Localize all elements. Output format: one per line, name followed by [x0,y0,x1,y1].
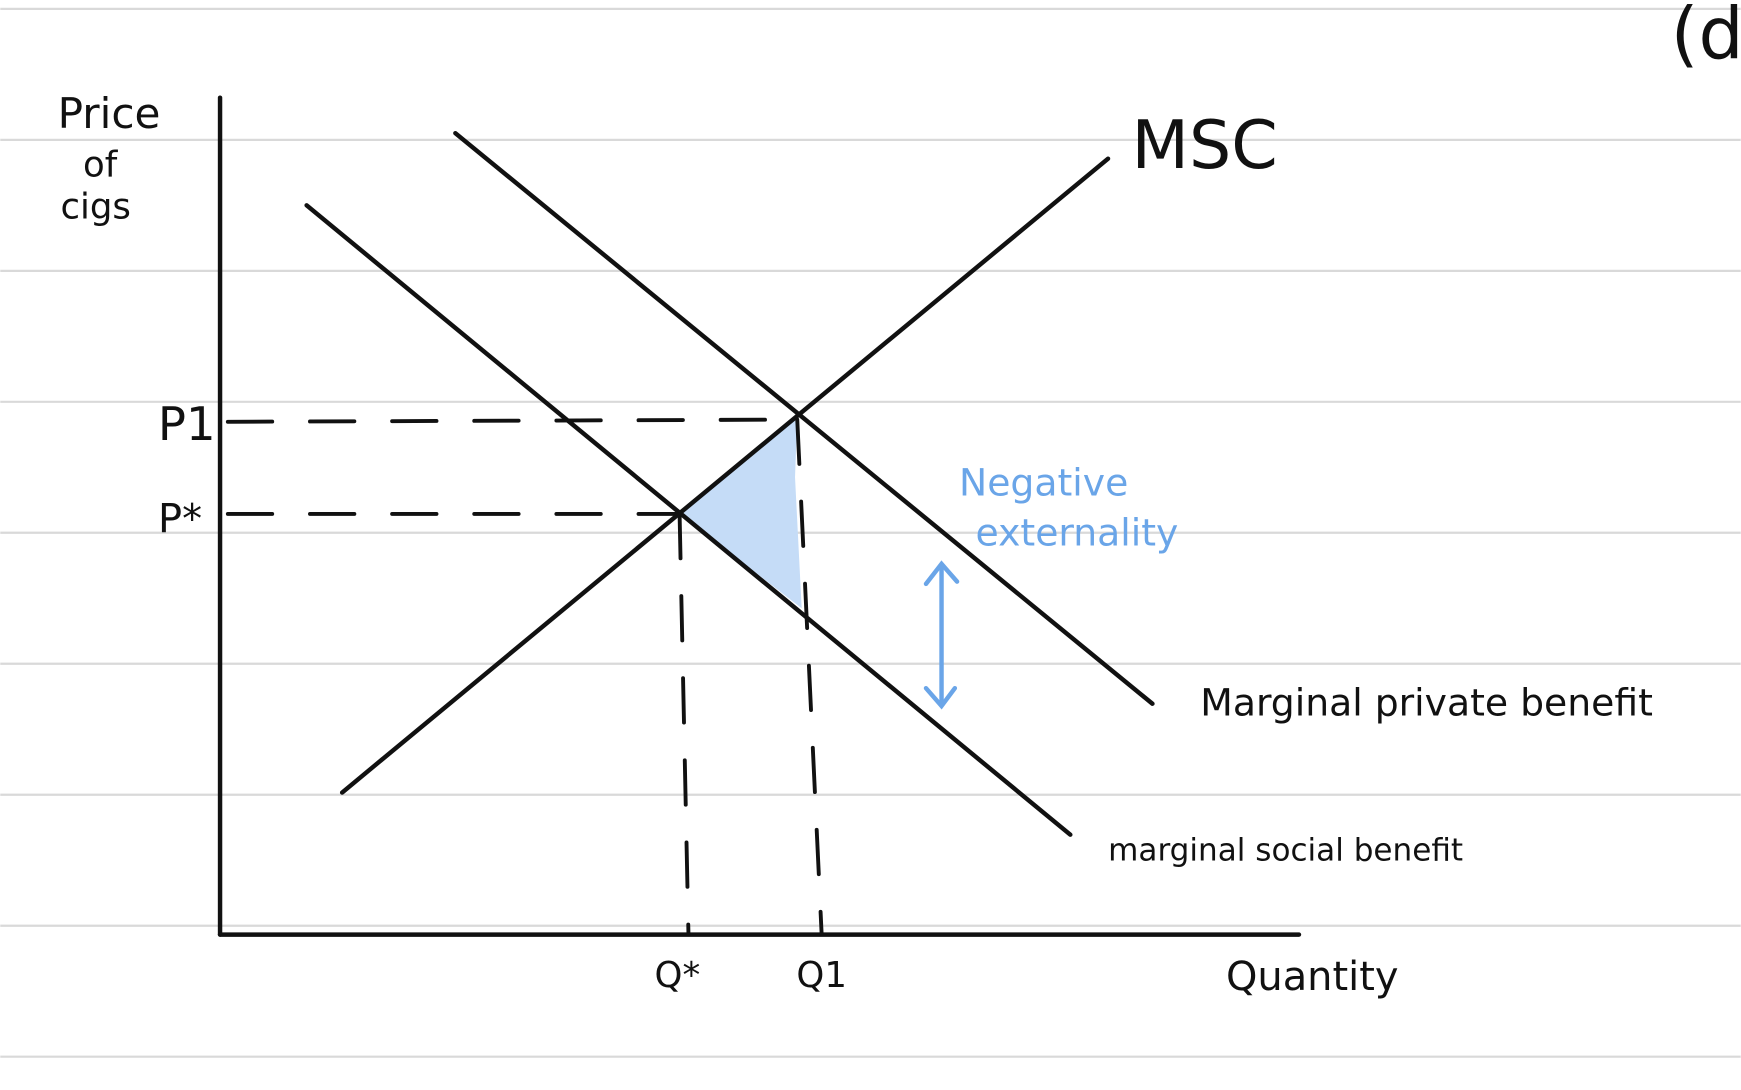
quantity-label: Q* [655,955,701,996]
welfare-loss-area [679,416,802,609]
quantity-label: Q1 [796,955,847,996]
mpb-label: Marginal private benefit [1200,680,1653,724]
qstar-guide [677,511,691,937]
p1-guide [225,417,800,424]
msc-label: MSC [1132,106,1278,184]
msb-curve [304,203,1073,837]
q1-guide [795,417,824,937]
corner-mark: (d [1671,0,1741,75]
msc-curve [339,156,1111,795]
y-axis-label: Price [58,89,161,138]
price-label: P1 [158,397,216,451]
y-axis-label: of [83,144,119,185]
price-label: P* [158,497,202,543]
annotation: externality [976,511,1179,555]
mpb-curve [453,130,1155,706]
x-axis-label: Quantity [1226,954,1399,1000]
ruled-lines [0,7,1741,1058]
externality-arrow [923,560,960,710]
annotation: Negative [959,461,1128,505]
y-axis-label: cigs [61,187,131,228]
msb-label: marginal social benefit [1108,832,1463,868]
